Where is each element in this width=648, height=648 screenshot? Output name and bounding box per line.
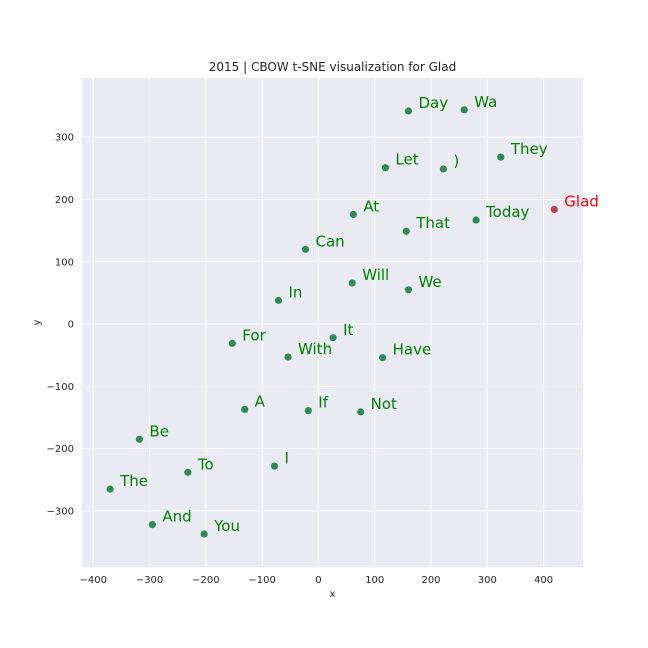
data-point — [241, 405, 249, 413]
word-label: Can — [315, 232, 344, 250]
data-point — [349, 210, 357, 219]
data-point — [274, 296, 283, 304]
x-tick-label: 0 — [315, 575, 321, 586]
axis-ticks: −400 −300 −200 −100 0 100 200 300 400 −300 −200 −10… — [47, 133, 554, 586]
data-point — [381, 164, 390, 172]
data-point — [135, 435, 144, 443]
word-label: A — [255, 392, 266, 410]
data-point — [472, 216, 480, 224]
data-point — [301, 245, 310, 253]
data-point — [439, 165, 447, 173]
data-point — [497, 153, 505, 161]
data-point — [228, 339, 236, 347]
data-point — [348, 279, 356, 287]
data-point — [460, 106, 468, 114]
grid-lines — [82, 78, 583, 567]
word-label: That — [415, 214, 450, 232]
data-point — [404, 107, 413, 115]
data-point — [200, 530, 208, 538]
word-labels: Day Wa Let) They At That Today Glad Can Will We In F… — [119, 93, 599, 535]
word-label: If — [318, 394, 328, 412]
x-tick-label: 300 — [478, 575, 497, 586]
word-label: You — [213, 517, 240, 535]
plot-area — [82, 78, 583, 567]
x-tick-label: 400 — [534, 575, 553, 586]
data-point — [184, 468, 192, 476]
x-tick-label: 100 — [365, 575, 384, 586]
word-label: For — [242, 326, 266, 344]
y-tick-label: 300 — [55, 133, 74, 144]
data-point — [379, 354, 387, 362]
data-point — [404, 286, 413, 294]
x-tick-label: −400 — [80, 575, 107, 586]
word-label: With — [298, 340, 332, 358]
data-points — [106, 106, 558, 538]
word-label: Be — [149, 422, 169, 440]
data-point — [402, 227, 410, 235]
x-tick-label: −200 — [192, 575, 219, 586]
data-point — [329, 334, 337, 342]
x-axis-label: x — [330, 589, 336, 600]
data-point — [270, 462, 279, 470]
data-point — [106, 485, 114, 493]
y-axis-label: y — [32, 319, 43, 325]
data-point — [304, 407, 312, 415]
data-point — [357, 408, 365, 416]
data-point — [284, 353, 292, 361]
x-tick-label: 200 — [421, 575, 440, 586]
y-tick-label: 100 — [55, 257, 74, 268]
word-label: ) — [453, 152, 459, 170]
word-label: Let — [395, 151, 418, 169]
y-tick-label: 200 — [55, 195, 74, 206]
word-label: Today — [485, 203, 530, 221]
word-label: The — [119, 472, 148, 490]
word-label: Glad — [564, 192, 599, 210]
word-label: At — [363, 197, 379, 215]
word-label: They — [510, 140, 548, 158]
word-label: We — [418, 273, 441, 291]
y-tick-label: −100 — [47, 382, 74, 393]
word-label: Day — [418, 94, 448, 112]
y-tick-label: −200 — [47, 444, 74, 455]
word-label: In — [288, 283, 302, 301]
data-point — [550, 205, 558, 214]
word-label: Have — [393, 341, 432, 359]
word-label: It — [343, 321, 353, 339]
x-tick-label: −100 — [248, 575, 275, 586]
word-label: I — [285, 449, 289, 467]
chart-title: 2015 | CBOW t-SNE visualization for Glad — [209, 60, 456, 74]
word-label: To — [197, 455, 214, 473]
data-point — [148, 521, 156, 529]
x-tick-label: −300 — [136, 575, 163, 586]
y-tick-label: −300 — [47, 506, 74, 517]
word-label: Will — [362, 266, 389, 284]
word-label: And — [162, 508, 191, 526]
word-label: Not — [371, 395, 397, 413]
y-tick-label: 0 — [68, 320, 74, 331]
word-label: Wa — [474, 93, 497, 111]
